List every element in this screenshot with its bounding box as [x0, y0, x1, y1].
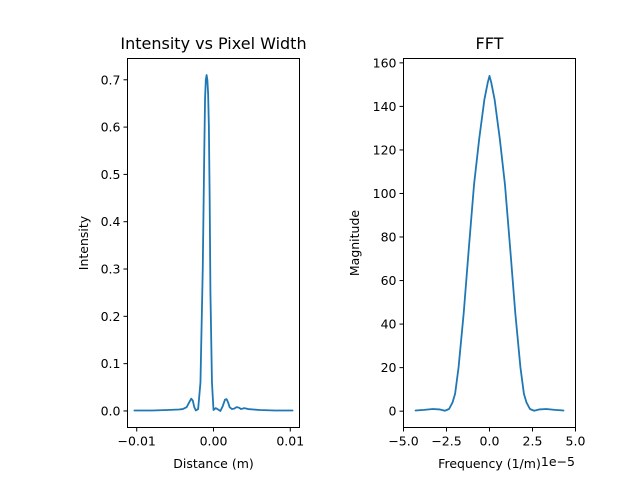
- fft-plot-axes-frame: [403, 58, 576, 428]
- fft-x-axis-label: Frequency (1/m): [438, 456, 541, 471]
- fft-series-line: [414, 75, 565, 412]
- fft-y-tick-label: 20: [381, 360, 397, 375]
- fft-y-tick-label: 140: [373, 99, 397, 114]
- fft-y-tick-label: 120: [373, 142, 397, 157]
- intensity-y-tick-label: 0.5: [101, 167, 121, 182]
- fft-y-tick-label: 40: [381, 317, 397, 332]
- fft-y-tick-label: 100: [373, 186, 397, 201]
- fft-x-tick-label: −2.5: [431, 434, 461, 449]
- intensity-y-ticks: 0.0 0.1 0.2 0.3 0.4 0.5 0.6 0.7: [101, 72, 128, 418]
- intensity-plot-title: Intensity vs Pixel Width: [120, 34, 306, 53]
- intensity-plot: Intensity vs Pixel Width −0.01 0.00 0.01 0…: [76, 34, 307, 471]
- fft-x-offset-label: 1e−5: [541, 454, 575, 469]
- intensity-y-axis-label: Intensity: [76, 215, 91, 270]
- intensity-y-tick-label: 0.6: [101, 120, 121, 135]
- fft-x-ticks: −5.0 −2.5 0.0 2.5 5.0: [388, 427, 586, 449]
- intensity-x-tick-label: −0.01: [118, 434, 156, 449]
- fft-y-tick-label: 160: [373, 55, 397, 70]
- fft-plot: FFT −5.0 −2.5 0.0 2.5 5.0 0 20 40 60 80 100 120 140…: [347, 34, 585, 471]
- fft-x-tick-label: 5.0: [566, 434, 586, 449]
- intensity-x-tick-label: 0.00: [200, 434, 228, 449]
- intensity-series-line: [133, 74, 294, 412]
- fft-y-tick-label: 60: [381, 273, 397, 288]
- fft-y-ticks: 0 20 40 60 80 100 120 140 160: [373, 55, 404, 419]
- fft-y-tick-label: 0: [389, 404, 397, 419]
- intensity-x-axis-label: Distance (m): [173, 456, 254, 471]
- fft-x-tick-label: 2.5: [523, 434, 543, 449]
- intensity-y-tick-label: 0.7: [101, 72, 121, 87]
- fft-y-tick-label: 80: [381, 230, 397, 245]
- intensity-y-tick-label: 0.4: [101, 214, 121, 229]
- fft-x-tick-label: −5.0: [388, 434, 418, 449]
- intensity-y-tick-label: 0.3: [101, 262, 121, 277]
- fft-plot-title: FFT: [476, 34, 504, 53]
- intensity-x-ticks: −0.01 0.00 0.01: [118, 427, 304, 449]
- fft-y-axis-label: Magnitude: [347, 210, 362, 277]
- intensity-y-tick-label: 0.0: [101, 403, 121, 418]
- fft-x-tick-label: 0.0: [480, 434, 500, 449]
- intensity-plot-axes-frame: [127, 58, 300, 428]
- intensity-y-tick-label: 0.1: [101, 356, 121, 371]
- intensity-x-tick-label: 0.01: [276, 434, 304, 449]
- intensity-y-tick-label: 0.2: [101, 309, 121, 324]
